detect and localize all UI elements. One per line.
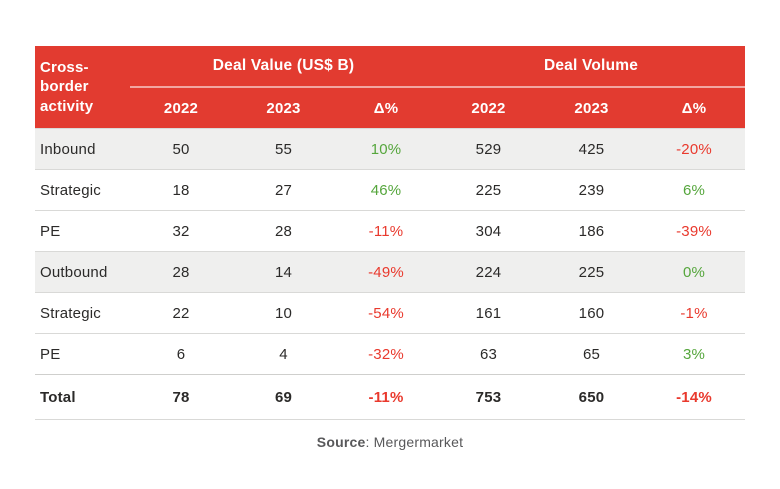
row-label: Strategic [35, 169, 130, 211]
cell-dv-2023: 28 [232, 210, 335, 252]
corner-header: Cross-border activity [35, 46, 130, 129]
cell-vol-2022: 529 [437, 128, 540, 170]
col-header-dv-2022: 2022 [130, 87, 232, 129]
cell-vol-2022: 224 [437, 251, 540, 293]
year-header-row: 2022 2023 Δ% 2022 2023 Δ% [35, 87, 745, 129]
col-header-dv-delta: Δ% [335, 87, 437, 129]
col-header-dv-2023: 2023 [232, 87, 335, 129]
cell-vol-delta: -20% [643, 128, 745, 170]
cell-vol-delta: -14% [643, 374, 745, 420]
cross-border-table: Cross-border activity Deal Value (US$ B)… [35, 46, 745, 420]
cell-vol-delta: 3% [643, 333, 745, 375]
cell-vol-2022: 753 [437, 374, 540, 420]
source-line: Source: Mergermarket [0, 434, 780, 450]
cell-vol-delta: -1% [643, 292, 745, 334]
cell-vol-delta: 0% [643, 251, 745, 293]
row-label: PE [35, 210, 130, 252]
table-row-strategic-in: Strategic 18 27 46% 225 239 6% [35, 169, 745, 211]
group-header-row: Cross-border activity Deal Value (US$ B)… [35, 46, 745, 129]
table-header: Cross-border activity Deal Value (US$ B)… [35, 46, 745, 129]
cell-dv-2023: 69 [232, 374, 335, 420]
data-table: Cross-border activity Deal Value (US$ B)… [35, 46, 745, 420]
row-label: Outbound [35, 251, 130, 293]
row-label: Total [35, 374, 130, 420]
row-label: Inbound [35, 128, 130, 170]
table-body: Inbound 50 55 10% 529 425 -20% Strategic… [35, 128, 745, 420]
cell-dv-2022: 22 [130, 292, 232, 334]
cell-dv-2023: 10 [232, 292, 335, 334]
col-header-vol-2023: 2023 [540, 87, 643, 129]
cell-vol-delta: -39% [643, 210, 745, 252]
cell-vol-2022: 63 [437, 333, 540, 375]
cell-dv-delta: 10% [335, 128, 437, 170]
cell-vol-2023: 425 [540, 128, 643, 170]
table-row-outbound: Outbound 28 14 -49% 224 225 0% [35, 251, 745, 293]
cell-dv-2022: 6 [130, 333, 232, 375]
source-text: : Mergermarket [365, 434, 464, 450]
group-header-deal-volume: Deal Volume [437, 46, 745, 88]
cell-dv-2022: 18 [130, 169, 232, 211]
cell-dv-2022: 32 [130, 210, 232, 252]
cell-vol-2023: 239 [540, 169, 643, 211]
cell-dv-2022: 28 [130, 251, 232, 293]
table-row-inbound: Inbound 50 55 10% 529 425 -20% [35, 128, 745, 170]
group-header-deal-value: Deal Value (US$ B) [130, 46, 437, 88]
cell-vol-2023: 650 [540, 374, 643, 420]
cell-vol-delta: 6% [643, 169, 745, 211]
col-header-vol-2022: 2022 [437, 87, 540, 129]
row-label: PE [35, 333, 130, 375]
cell-dv-2023: 27 [232, 169, 335, 211]
cell-vol-2023: 186 [540, 210, 643, 252]
cell-vol-2022: 161 [437, 292, 540, 334]
cell-dv-2022: 50 [130, 128, 232, 170]
cell-dv-2023: 55 [232, 128, 335, 170]
cell-dv-2023: 4 [232, 333, 335, 375]
cell-dv-delta: -11% [335, 374, 437, 420]
cell-dv-delta: -54% [335, 292, 437, 334]
cell-vol-2022: 304 [437, 210, 540, 252]
table-row-total: Total 78 69 -11% 753 650 -14% [35, 374, 745, 420]
cell-vol-2023: 225 [540, 251, 643, 293]
table-row-pe-out: PE 6 4 -32% 63 65 3% [35, 333, 745, 375]
cell-dv-delta: -32% [335, 333, 437, 375]
cell-dv-delta: -11% [335, 210, 437, 252]
cell-vol-2022: 225 [437, 169, 540, 211]
cell-vol-2023: 160 [540, 292, 643, 334]
col-header-vol-delta: Δ% [643, 87, 745, 129]
cell-dv-2023: 14 [232, 251, 335, 293]
cell-dv-delta: 46% [335, 169, 437, 211]
cell-dv-delta: -49% [335, 251, 437, 293]
table-row-strategic-out: Strategic 22 10 -54% 161 160 -1% [35, 292, 745, 334]
row-label: Strategic [35, 292, 130, 334]
cell-vol-2023: 65 [540, 333, 643, 375]
table-row-pe-in: PE 32 28 -11% 304 186 -39% [35, 210, 745, 252]
cell-dv-2022: 78 [130, 374, 232, 420]
source-label: Source [316, 434, 366, 450]
